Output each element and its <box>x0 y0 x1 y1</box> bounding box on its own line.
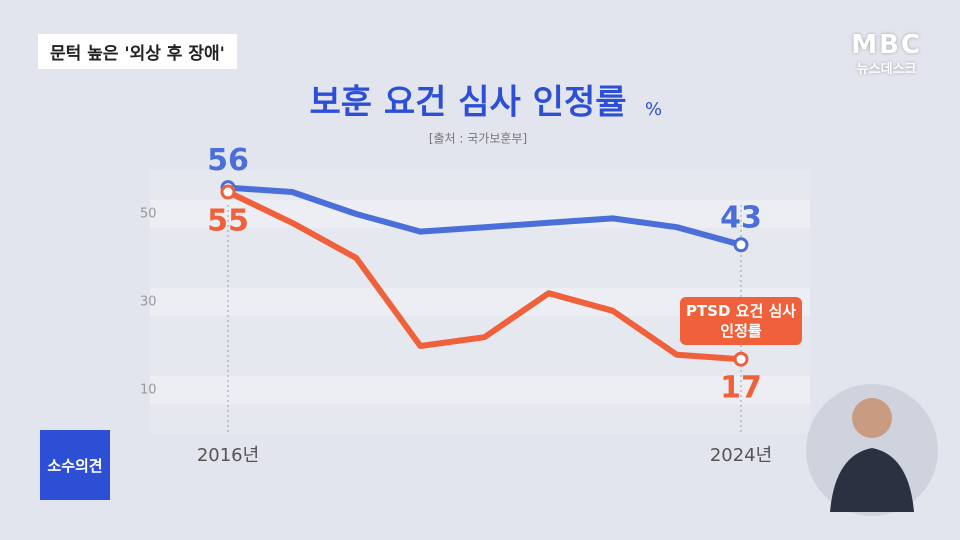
x-tick-label: 2024년 <box>710 445 772 466</box>
corner-badge: 소수의견 <box>40 430 110 500</box>
data-label: 17 <box>720 371 762 406</box>
y-tick-label: 50 <box>140 207 157 222</box>
point <box>733 351 749 367</box>
data-label: 55 <box>207 204 249 239</box>
chart-title: 보훈 요건 심사 인정률 <box>309 83 626 123</box>
series-line <box>227 184 742 248</box>
y-tick-label: 10 <box>140 383 157 398</box>
interpreter-body <box>830 448 914 512</box>
data-label: 56 <box>207 143 249 178</box>
unit: % <box>645 99 662 120</box>
logo: MBC 뉴스데스크 <box>851 32 922 77</box>
point <box>220 184 236 200</box>
legend-entry: PTSD 요건 심사 인정률 <box>680 297 802 345</box>
y-tick-label: 30 <box>140 295 157 310</box>
x-tick-label: 2016년 <box>197 445 259 466</box>
source: [출처 : 국가보훈부] <box>429 132 527 146</box>
grid-band <box>150 376 810 404</box>
interpreter-head <box>852 398 892 438</box>
data-label: 43 <box>720 200 762 235</box>
banner: 문턱 높은 '외상 후 장애' <box>38 34 237 69</box>
point <box>733 237 749 253</box>
series-line <box>226 189 742 363</box>
logo-brand: MBC <box>851 30 922 60</box>
logo-program: 뉴스데스크 <box>856 62 917 77</box>
